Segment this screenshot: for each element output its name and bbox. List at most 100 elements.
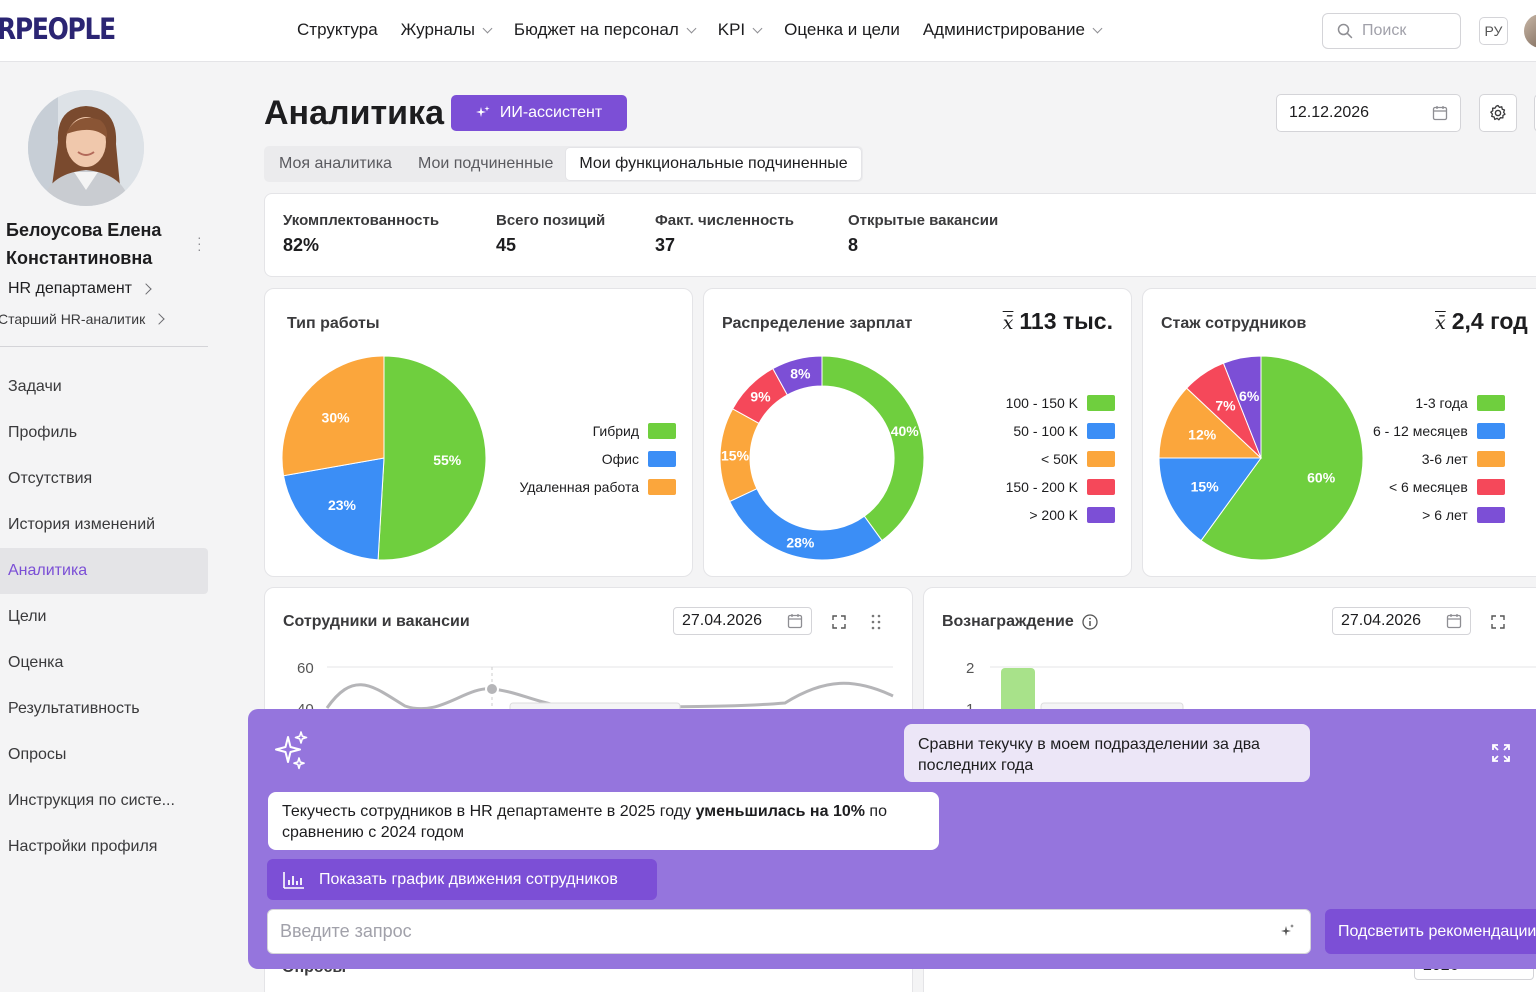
tab[interactable]: Мои функциональные подчиненные — [566, 148, 861, 180]
nav-item[interactable]: KPI — [718, 20, 763, 40]
ai-assistant-panel: Сравни текучку в моем подразделении за д… — [248, 709, 1536, 969]
legend-swatch — [1476, 507, 1505, 523]
highlight-recommendations-button[interactable]: Подсветить рекомендации — [1325, 909, 1536, 954]
bar[interactable] — [1001, 668, 1035, 718]
pie-slice[interactable] — [1200, 355, 1364, 561]
legend-label: 1-3 года — [1415, 395, 1468, 411]
data-point[interactable] — [485, 682, 499, 696]
info-icon[interactable] — [1082, 614, 1098, 630]
pie-slice[interactable] — [282, 457, 385, 561]
date-picker[interactable]: 27.04.2026 — [673, 607, 812, 635]
assistant-text: Текучесть сотрудников в HR департаменте … — [282, 803, 696, 820]
nav-item[interactable]: Структура — [297, 20, 378, 40]
bar-chart: 2 1 — [966, 660, 1536, 718]
chevron-down-icon — [482, 23, 493, 33]
pie-slice[interactable] — [1158, 457, 1262, 542]
stat-label: Укомплектованность — [283, 212, 440, 229]
card-title: Распределение зарплат — [722, 315, 913, 332]
sidebar-menu-item[interactable]: Опросы — [8, 746, 67, 763]
expand-icon[interactable] — [1491, 743, 1511, 763]
sidebar-menu-item[interactable]: Отсутствия — [8, 470, 93, 487]
date-picker[interactable]: 12.12.2026 — [1276, 94, 1461, 132]
mean-symbol: x̄ — [1002, 312, 1014, 334]
sidebar-menu-item[interactable]: История изменений — [8, 516, 156, 533]
legend-label: 50 - 100 K — [1013, 423, 1078, 439]
recommend-label: Подсветить рекомендации — [1338, 922, 1536, 940]
salary-mean: x̄ 113 тыс. — [1003, 308, 1113, 335]
nav-item[interactable]: Оценка и цели — [784, 20, 900, 40]
profile-photo — [28, 90, 144, 206]
legend: 100 - 150 K 50 - 100 K < 50K 150 - 200 K > 2… — [1006, 389, 1115, 529]
nav-item-label: Администрирование — [922, 20, 1085, 39]
mean-value: 2,4 год — [1451, 308, 1528, 334]
nav-item[interactable]: Бюджет на персонал — [514, 20, 697, 40]
stat-value: 45 — [496, 235, 517, 255]
card-title-text: Вознаграждение — [942, 613, 1074, 630]
legend-swatch — [1476, 395, 1505, 411]
sparkle-icon[interactable] — [1280, 923, 1296, 939]
tab[interactable]: Моя аналитика — [279, 155, 392, 172]
pie-slice[interactable] — [772, 355, 823, 396]
tab[interactable]: Мои подчиненные — [417, 155, 554, 172]
sidebar-menu-item[interactable]: Оценка — [8, 654, 64, 671]
pie-slice[interactable] — [377, 355, 487, 561]
sidebar-menu-item[interactable]: Задачи — [8, 378, 62, 395]
chevron-down-icon — [1092, 23, 1103, 33]
legend-swatch — [1087, 479, 1115, 495]
slice-value-label: 8% — [790, 366, 811, 382]
legend-item: < 50K — [1006, 445, 1115, 473]
stat-item: Факт. численность 37 — [655, 212, 794, 256]
card-title: Стаж сотрудников — [1161, 315, 1307, 332]
sidebar-menu-item[interactable]: Инструкция по систе... — [8, 792, 175, 809]
more-icon[interactable]: · · · — [197, 229, 202, 257]
legend-swatch — [648, 423, 676, 439]
nav-item-label: Журналы — [400, 20, 475, 39]
line-chart: 60 40 — [297, 660, 894, 718]
work-type-pie-chart: 55% 23% 30% — [281, 355, 487, 561]
slice-value-label: 7% — [1215, 398, 1236, 414]
stat-label: Всего позиций — [496, 212, 606, 229]
legend-label: 3-6 лет — [1421, 451, 1468, 467]
card-title: Тип работы — [287, 315, 380, 332]
legend-swatch — [1476, 479, 1505, 495]
legend-item: 6 - 12 месяцев — [1373, 417, 1505, 445]
stat-item: Укомплектованность 82% — [283, 212, 439, 256]
sidebar-menu-item[interactable]: Аналитика — [0, 548, 208, 594]
pie-slice[interactable] — [1222, 355, 1262, 459]
legend-label: < 50K — [1041, 451, 1078, 467]
app-logo[interactable]: RPEOPLE — [0, 12, 116, 46]
pie-slice[interactable] — [281, 355, 385, 477]
stat-value: 82% — [283, 235, 320, 255]
query-input[interactable]: Введите запрос — [267, 909, 1311, 954]
pie-slice[interactable] — [821, 355, 925, 542]
ai-assistant-button[interactable]: ИИ-ассистент — [451, 95, 627, 131]
expand-icon[interactable] — [1491, 615, 1505, 629]
stat-item: Открытые вакансии 8 — [848, 212, 998, 256]
role-label: Старший HR-аналитик — [0, 311, 146, 327]
stats-bar: Укомплектованность 82% Всего позиций 45 Факт… — [264, 193, 1536, 277]
sidebar-menu-item[interactable]: Результативность — [8, 700, 140, 717]
department-link[interactable]: HR департамент — [8, 280, 152, 298]
nav-item[interactable]: Журналы — [400, 20, 493, 40]
legend-item: < 6 месяцев — [1373, 473, 1505, 501]
sidebar-menu-item[interactable]: Настройки профиля — [8, 838, 158, 855]
role-link[interactable]: Старший HR-аналитик — [0, 311, 165, 327]
legend-swatch — [1476, 423, 1505, 439]
language-switch[interactable]: РУ — [1479, 17, 1508, 45]
search-input[interactable]: Поиск — [1322, 13, 1461, 49]
sidebar-menu-item[interactable]: Профиль — [8, 424, 78, 441]
pie-slice[interactable] — [1158, 387, 1263, 459]
settings-button[interactable] — [1479, 94, 1517, 132]
show-chart-button[interactable]: Показать график движения сотрудников — [267, 859, 657, 900]
sidebar-menu-item[interactable]: Цели — [8, 608, 47, 625]
nav-item[interactable]: Администрирование — [922, 20, 1103, 40]
date-value: 12.12.2026 — [1289, 104, 1370, 121]
chevron-right-icon — [153, 313, 165, 325]
expand-icon[interactable] — [832, 615, 846, 629]
slice-value-label: 23% — [328, 497, 357, 513]
drag-handle-icon[interactable] — [871, 614, 881, 630]
stat-label: Открытые вакансии — [848, 212, 999, 229]
date-picker[interactable]: 27.04.2026 — [1332, 607, 1471, 635]
slice-value-label: 55% — [433, 452, 462, 468]
user-avatar[interactable] — [1524, 14, 1536, 48]
